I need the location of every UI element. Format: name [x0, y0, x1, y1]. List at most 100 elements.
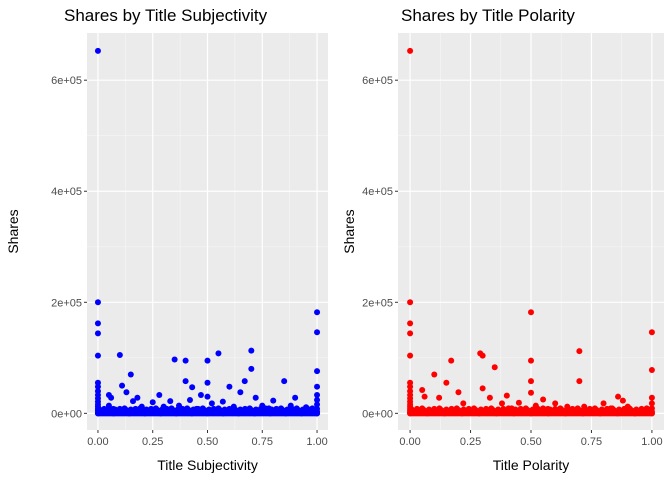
data-point [479, 352, 486, 359]
y-tick-label: 0e+00 [51, 408, 82, 420]
data-point [94, 330, 101, 337]
y-axis-label: Shares [341, 209, 357, 253]
x-tick-label: 0.25 [142, 436, 163, 448]
data-point [528, 389, 534, 396]
data-point [648, 408, 655, 415]
data-point [407, 320, 414, 327]
y-tick-label: 2e+05 [362, 297, 393, 309]
x-tick-label: 0.25 [460, 436, 481, 448]
data-point [588, 407, 595, 414]
data-point [576, 378, 583, 385]
data-point [287, 402, 294, 409]
x-tick-label: 0.00 [399, 436, 420, 448]
data-point [552, 400, 559, 407]
data-point [491, 364, 498, 371]
data-point [94, 352, 101, 359]
panel-title-subjectivity: Shares by Title Subjectivity 0.00 0.25 0.50… [5, 6, 328, 473]
data-point [528, 357, 534, 364]
data-point [508, 405, 515, 412]
data-point [407, 352, 414, 359]
data-point [448, 357, 455, 364]
data-point [314, 329, 321, 336]
y-tick-label: 4e+05 [362, 186, 393, 198]
data-point [248, 347, 255, 354]
data-point [149, 399, 156, 406]
data-point [156, 392, 163, 399]
data-point [544, 405, 551, 412]
data-point [607, 405, 614, 412]
data-point [108, 394, 115, 401]
data-point [540, 396, 547, 403]
data-point [176, 402, 183, 409]
data-point [94, 383, 101, 390]
data-point [215, 350, 222, 357]
x-tick-label: 1.00 [641, 436, 662, 448]
data-points [407, 47, 655, 417]
data-point [237, 389, 244, 396]
data-point [167, 398, 174, 405]
data-point [460, 400, 467, 407]
data-point [314, 401, 321, 408]
data-point [498, 400, 505, 407]
data-point [281, 378, 288, 385]
data-point [314, 392, 321, 399]
data-point [138, 403, 145, 410]
data-point [421, 393, 428, 400]
panel-title-polarity: Shares by Title Polarity 0.00 0.25 0.50 0.75… [341, 6, 664, 473]
data-point [515, 399, 522, 406]
data-point [160, 403, 167, 410]
data-point [532, 402, 539, 409]
data-point [443, 379, 450, 386]
data-point [123, 389, 130, 396]
data-point [208, 400, 215, 407]
data-point [528, 309, 534, 316]
data-point [455, 389, 462, 396]
x-axis-label: Title Subjectivity [157, 457, 258, 473]
data-point [189, 384, 196, 391]
data-point [600, 400, 607, 407]
data-point [134, 394, 141, 401]
chart-title: Shares by Title Subjectivity [64, 6, 268, 25]
data-point [226, 383, 233, 390]
x-tick-label: 0.50 [197, 436, 218, 448]
x-tick-label: 1.00 [306, 436, 327, 448]
data-point [171, 356, 178, 363]
data-point [648, 400, 655, 407]
data-point [204, 393, 211, 400]
data-point [265, 405, 272, 412]
y-tick-label: 6e+05 [51, 75, 82, 87]
data-point [186, 397, 193, 404]
data-point [314, 397, 321, 404]
data-point [314, 383, 321, 390]
data-point [114, 408, 121, 415]
data-point [419, 387, 426, 394]
data-point [564, 403, 571, 410]
x-tick-label: 0.75 [581, 436, 602, 448]
data-point [105, 402, 112, 409]
data-point [259, 402, 266, 409]
data-point [648, 329, 655, 336]
data-point [193, 405, 200, 412]
data-point [557, 407, 564, 414]
data-point [197, 392, 204, 399]
data-point [116, 352, 123, 359]
data-point [407, 383, 414, 390]
data-point [431, 371, 438, 378]
y-tick-label: 0e+00 [362, 408, 393, 420]
data-point [252, 394, 259, 401]
data-point [407, 330, 414, 337]
x-tick-label: 0.75 [252, 436, 273, 448]
data-point [486, 394, 493, 401]
data-point [94, 47, 101, 54]
data-point [581, 403, 588, 410]
data-point [119, 382, 126, 389]
data-point [576, 348, 583, 355]
y-tick-label: 6e+05 [362, 75, 393, 87]
data-point [292, 394, 299, 401]
y-axis-label: Shares [5, 209, 21, 253]
data-point [624, 403, 631, 410]
data-point [241, 378, 248, 385]
y-tick-label: 2e+05 [51, 297, 82, 309]
